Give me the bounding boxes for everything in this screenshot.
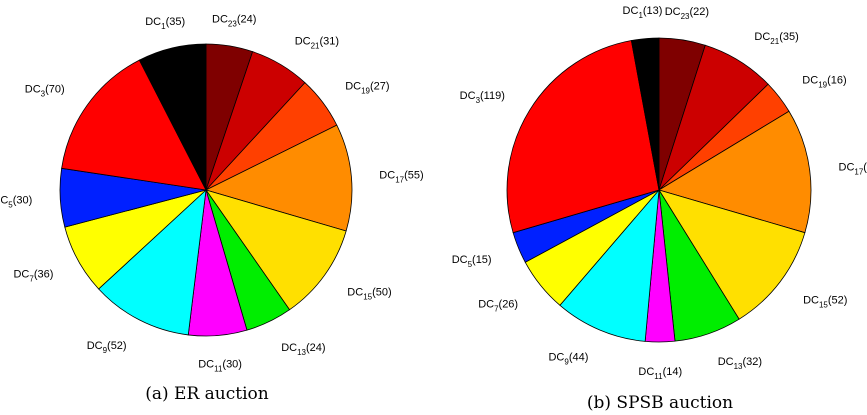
pie2-label-dc3: DC3(119) [460, 90, 505, 105]
pie2-slice-dc17 [658, 110, 812, 234]
pie1-slice-dc1 [138, 43, 207, 191]
pie1-label-dc21: DC21(31) [295, 35, 339, 50]
pie1-slice-dc3 [61, 59, 207, 191]
pie2-label-dc1: DC1(13) [623, 5, 663, 20]
pie1-label-dc13: DC13(24) [281, 342, 325, 357]
pie1-slice-dc17 [204, 124, 353, 232]
pie1-slice-dc9 [98, 188, 207, 336]
pie1-slice-dc15 [205, 189, 347, 311]
pie2-label-dc17: DC17(59) [839, 162, 867, 177]
pie1-label-dc3: DC3(70) [25, 84, 65, 99]
pie1-label-dc7: DC7(36) [13, 269, 53, 284]
pie2-label-dc5: DC5(15) [452, 254, 492, 269]
caption-er-auction: (a) ER auction [145, 384, 269, 404]
pie2-label-dc13: DC13(32) [718, 356, 762, 371]
pie1-label-dc17: DC17(55) [379, 170, 423, 185]
pie2-label-dc7: DC7(26) [478, 299, 518, 314]
pie2-slice-dc3 [506, 40, 660, 234]
pie2-slice-dc1 [630, 37, 660, 191]
pie2-slice-dc15 [658, 189, 806, 320]
pie1-label-dc11: DC11(30) [198, 358, 242, 373]
pie2-label-dc11: DC11(14) [638, 366, 682, 381]
pie1-label-dc15: DC15(50) [347, 287, 391, 302]
pie2-label-dc23: DC23(22) [665, 6, 709, 21]
caption-spsb-auction: (b) SPSB auction [587, 393, 733, 413]
pie2-label-dc9: DC9(44) [548, 352, 588, 367]
pie1-label-dc23: DC23(24) [212, 13, 256, 28]
pie2-label-dc21: DC21(35) [754, 31, 798, 46]
pie1-label-dc19: DC19(27) [345, 81, 389, 96]
pie2-label-dc19: DC19(16) [802, 74, 846, 89]
pie2-slice-dc9 [559, 188, 660, 342]
pie1-label-dc9: DC9(52) [87, 340, 127, 355]
pie1-label-dc1: DC1(35) [145, 16, 185, 31]
pie1-label-dc5: DC5(30) [0, 194, 32, 209]
pie2-label-dc15: DC15(52) [803, 295, 847, 310]
